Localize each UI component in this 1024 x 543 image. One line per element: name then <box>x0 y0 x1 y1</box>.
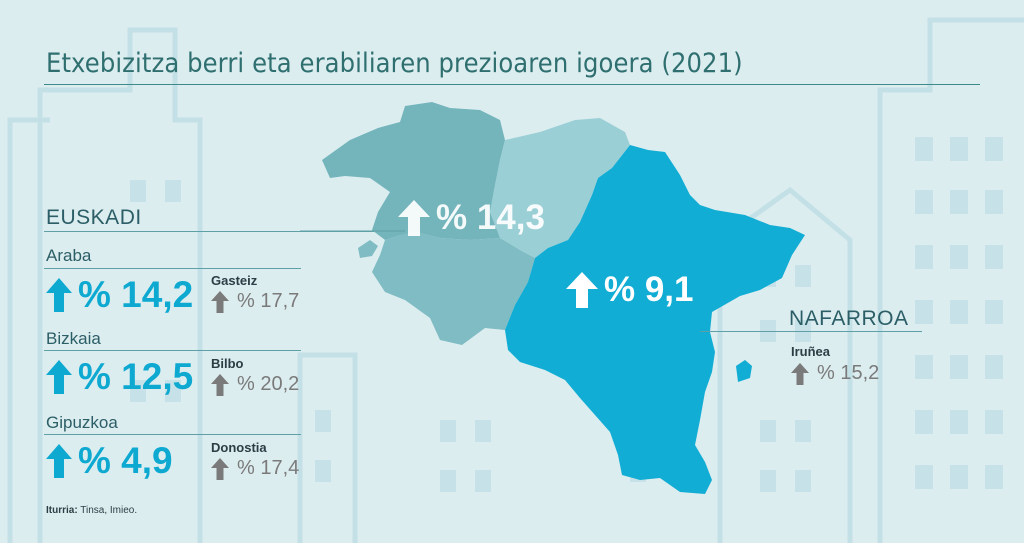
city-value-text: % 15,2 <box>817 362 880 384</box>
city-value-text: % 17,7 <box>237 290 300 312</box>
city-value-bilbo: % 20,2 <box>211 373 299 396</box>
region-nafarroa <box>505 145 805 494</box>
province-divider <box>44 350 301 351</box>
region-nafarroa-enclave <box>736 360 752 382</box>
province-name-araba: Araba <box>46 246 92 265</box>
nafarroa-heading: NAFARROA <box>789 307 909 330</box>
city-value-donostia: % 17,4 <box>211 457 299 480</box>
province-value-gipuzkoa: % 4,9 <box>46 440 173 482</box>
city-value-irunea: % 15,2 <box>791 362 879 385</box>
city-name-gasteiz: Gasteiz <box>211 273 258 288</box>
province-value-text: % 4,9 <box>78 440 173 481</box>
province-value-bizkaia: % 12,5 <box>46 356 193 398</box>
source-note: Iturria: Tinsa, Imieo. <box>46 505 137 516</box>
city-name-donostia: Donostia <box>211 440 267 455</box>
region-araba <box>372 232 535 345</box>
source-text: Tinsa, Imieo. <box>77 505 138 516</box>
city-value-gasteiz: % 17,7 <box>211 290 299 313</box>
source-label: Iturria: <box>46 505 78 516</box>
city-value-text: % 20,2 <box>237 373 300 395</box>
province-name-gipuzkoa: Gipuzkoa <box>46 413 118 432</box>
arrow-up-icon <box>566 272 598 308</box>
city-name-bilbo: Bilbo <box>211 356 244 371</box>
arrow-up-icon <box>211 290 229 313</box>
arrow-up-icon <box>791 362 809 385</box>
arrow-up-icon <box>211 373 229 396</box>
title-divider <box>44 84 980 85</box>
arrow-up-icon <box>46 444 72 478</box>
province-value-araba: % 14,2 <box>46 274 193 316</box>
region-bizkaia <box>322 102 505 240</box>
page-title: Etxebizitza berri eta erabiliaren prezio… <box>46 48 743 79</box>
arrow-up-icon <box>398 200 430 236</box>
province-value-text: % 14,2 <box>78 274 194 315</box>
arrow-up-icon <box>211 457 229 480</box>
region-gipuzkoa <box>490 118 630 258</box>
arrow-up-icon <box>46 278 72 312</box>
map-label-nafarroa: % 9,1 <box>566 270 694 310</box>
province-name-bizkaia: Bizkaia <box>46 329 101 348</box>
city-value-text: % 17,4 <box>237 457 300 479</box>
map-value-nafarroa: % 9,1 <box>604 270 694 309</box>
euskadi-divider <box>44 231 374 232</box>
euskadi-heading: EUSKADI <box>46 206 142 229</box>
region-araba-islet <box>358 240 378 258</box>
nafarroa-divider <box>700 331 922 332</box>
province-value-text: % 12,5 <box>78 356 194 397</box>
city-name-irunea: Iruñea <box>791 344 831 359</box>
map-label-euskadi: % 14,3 <box>398 198 545 238</box>
province-divider <box>44 434 301 435</box>
arrow-up-icon <box>46 360 72 394</box>
map-value-euskadi: % 14,3 <box>436 198 545 237</box>
province-divider <box>44 268 301 269</box>
